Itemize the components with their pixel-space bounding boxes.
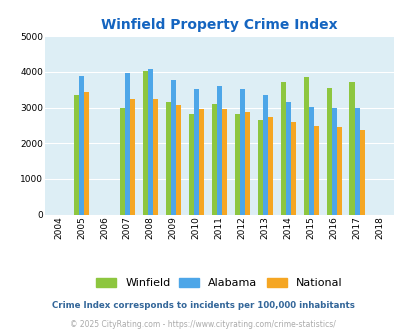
Bar	[285, 102, 290, 214]
Title: Winfield Property Crime Index: Winfield Property Crime Index	[101, 18, 337, 32]
Bar	[198, 109, 203, 214]
Bar	[165, 102, 171, 214]
Bar	[211, 104, 216, 214]
Bar	[84, 92, 89, 214]
Text: © 2025 CityRating.com - https://www.cityrating.com/crime-statistics/: © 2025 CityRating.com - https://www.city…	[70, 319, 335, 329]
Bar	[336, 127, 341, 214]
Bar	[308, 107, 313, 214]
Bar	[124, 73, 130, 214]
Bar	[79, 76, 84, 214]
Bar	[216, 86, 221, 214]
Bar	[349, 82, 354, 214]
Bar	[74, 95, 79, 214]
Bar	[331, 108, 336, 214]
Bar	[257, 120, 262, 214]
Bar	[152, 99, 158, 214]
Bar	[234, 114, 239, 214]
Bar	[147, 69, 152, 215]
Bar	[130, 99, 134, 214]
Bar	[326, 88, 331, 214]
Bar	[143, 71, 147, 215]
Bar	[359, 130, 364, 214]
Legend: Winfield, Alabama, National: Winfield, Alabama, National	[92, 274, 345, 293]
Bar	[303, 77, 308, 214]
Bar	[290, 122, 295, 214]
Bar	[193, 89, 198, 214]
Bar	[262, 95, 267, 214]
Bar	[239, 89, 244, 214]
Bar	[280, 82, 285, 214]
Bar	[175, 106, 181, 214]
Bar	[354, 108, 359, 214]
Bar	[188, 114, 193, 214]
Bar	[267, 117, 272, 214]
Text: Crime Index corresponds to incidents per 100,000 inhabitants: Crime Index corresponds to incidents per…	[51, 301, 354, 310]
Bar	[313, 126, 318, 214]
Bar	[221, 109, 226, 214]
Bar	[171, 81, 175, 214]
Bar	[119, 108, 124, 214]
Bar	[244, 112, 249, 214]
